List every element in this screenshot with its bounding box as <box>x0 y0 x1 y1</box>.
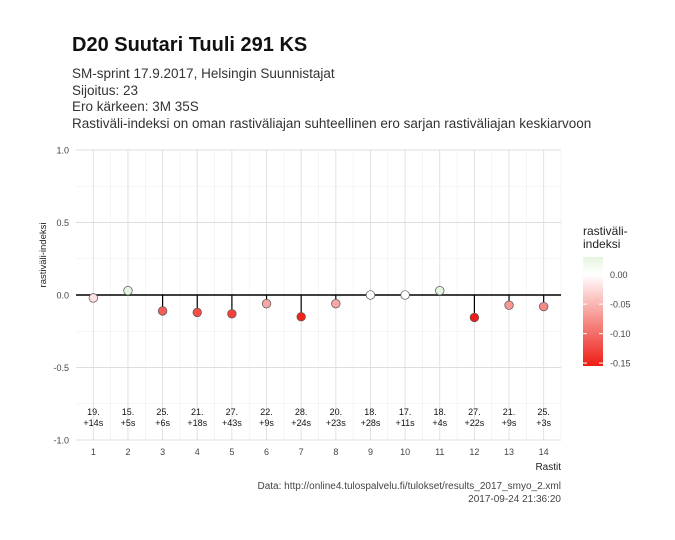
point-label-placement-8: 20. <box>330 407 343 417</box>
point-10 <box>400 290 410 300</box>
point-label-delta-12: +22s <box>465 418 485 428</box>
y-tick-label: -0.5 <box>53 363 69 373</box>
x-tick-label: 9 <box>368 447 373 457</box>
marks <box>76 286 561 323</box>
point-label-placement-1: 19. <box>87 407 100 417</box>
x-axis-title: Rastit <box>535 462 561 473</box>
point-5 <box>227 309 237 319</box>
x-tick-label: 11 <box>435 447 444 457</box>
x-tick-label: 14 <box>539 447 549 457</box>
point-14 <box>539 301 549 312</box>
point-9 <box>365 290 376 300</box>
y-tick-label: 0.5 <box>56 218 69 228</box>
x-tick-label: 12 <box>469 447 479 457</box>
x-tick-label: 2 <box>125 447 130 457</box>
color-legend: rastiväli-indeksi 0.00 -0.05 -0.10 -0.15 <box>583 224 631 369</box>
y-tick-label: 0.0 <box>56 291 69 301</box>
point-label-delta-6: +9s <box>259 418 274 428</box>
point-label-placement-14: 25. <box>537 407 550 417</box>
point-label-delta-8: +23s <box>326 418 346 428</box>
point-label-placement-5: 27. <box>226 407 239 417</box>
point-label-placement-9: 18. <box>364 407 377 417</box>
x-tick-label: 3 <box>160 447 165 457</box>
chart-subtitle: SM-sprint 17.9.2017, Helsingin Suunnista… <box>72 66 591 132</box>
point-label-delta-10: +11s <box>396 418 416 428</box>
point-label-placement-11: 18. <box>433 407 446 417</box>
legend-title-line: indeksi <box>583 237 620 251</box>
x-tick-label: 7 <box>299 447 304 457</box>
legend-tick-label: -0.15 <box>610 359 631 369</box>
subtitle-line-gap: Ero kärkeen: 3M 35S <box>72 99 199 114</box>
point-label-placement-4: 21. <box>191 407 204 417</box>
point-label-delta-1: +14s <box>83 418 103 428</box>
point-label-placement-6: 22. <box>260 407 273 417</box>
y-tick-label: -1.0 <box>53 436 69 446</box>
point-labels: 19.+14s15.+5s25.+6s21.+18s27.+43s22.+9s2… <box>83 407 551 428</box>
legend-tick-label: -0.10 <box>610 329 631 339</box>
y-axis-title: rastiväli-indeksi <box>38 223 49 288</box>
x-tick-label: 8 <box>333 447 338 457</box>
point-label-delta-5: +43s <box>222 418 242 428</box>
legend-tick-label: 0.00 <box>610 270 628 280</box>
subtitle-line-description: Rastiväli-indeksi on oman rastiväliajan … <box>72 115 592 131</box>
x-tick-label: 5 <box>229 447 234 457</box>
x-tick-label: 13 <box>504 447 514 457</box>
point-13 <box>504 300 514 310</box>
point-label-delta-3: +6s <box>155 418 170 428</box>
x-tick-label: 1 <box>91 447 96 457</box>
x-tick-label: 10 <box>400 447 410 457</box>
chart-caption: Data: http://online4.tulospalvelu.fi/tul… <box>257 480 561 506</box>
legend-tick-label: -0.05 <box>610 300 631 310</box>
subtitle-line-placement: Sijoitus: 23 <box>72 82 139 98</box>
chart-title: D20 Suutari Tuuli 291 KS <box>72 34 308 56</box>
point-label-delta-4: +18s <box>187 418 207 428</box>
caption-source: Data: http://online4.tulospalvelu.fi/tul… <box>257 481 561 492</box>
point-label-delta-9: +28s <box>361 418 381 428</box>
point-6 <box>261 299 272 309</box>
point-label-placement-12: 27. <box>468 407 481 417</box>
legend-colorbar <box>583 257 603 366</box>
point-label-placement-7: 28. <box>295 407 308 417</box>
point-1 <box>88 293 98 303</box>
axes: 1.00.50.0-0.5-1.01 2 3 4 5 6 7 8 9 10 11 12 13 14rast… <box>38 146 561 474</box>
point-3 <box>157 306 168 316</box>
subtitle-line-event: SM-sprint 17.9.2017, Helsingin Suunnista… <box>72 66 335 81</box>
point-8 <box>331 299 341 309</box>
point-label-delta-7: +24s <box>291 418 311 428</box>
point-12 <box>469 312 480 323</box>
point-label-delta-11: +4s <box>432 418 447 428</box>
point-label-delta-2: +5s <box>121 418 136 428</box>
y-tick-label: 1.0 <box>56 146 69 156</box>
point-2 <box>123 286 133 296</box>
caption-timestamp: 2017-09-24 21:36:20 <box>468 494 561 505</box>
point-label-placement-2: 15. <box>122 407 135 417</box>
x-tick-label: 6 <box>264 447 269 457</box>
point-11 <box>435 286 445 296</box>
point-7 <box>296 312 306 322</box>
point-label-delta-13: +9s <box>502 418 517 428</box>
point-label-delta-14: +3s <box>536 418 551 428</box>
legend-title-line: rastiväli- <box>583 224 628 238</box>
point-label-placement-3: 25. <box>156 407 169 417</box>
point-label-placement-13: 21. <box>503 407 516 417</box>
point-label-placement-10: 17. <box>399 407 412 417</box>
point-4 <box>192 307 202 318</box>
x-tick-label: 4 <box>195 447 200 457</box>
